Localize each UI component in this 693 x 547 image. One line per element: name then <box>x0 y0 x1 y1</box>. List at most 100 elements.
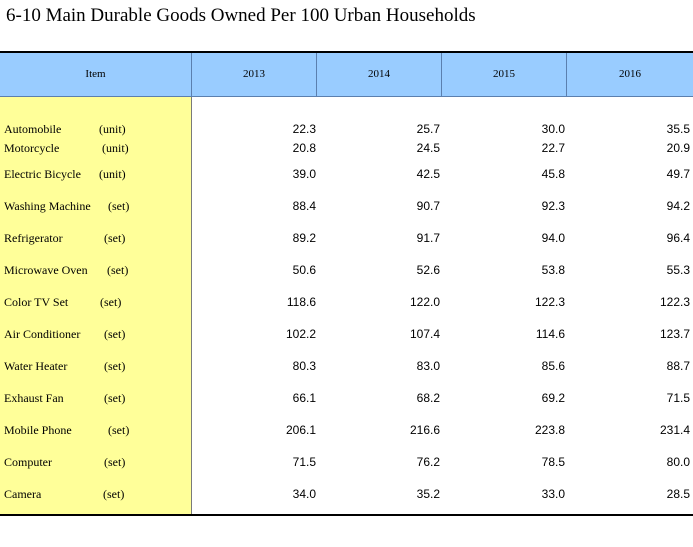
row-name: Washing Machine <box>4 199 91 213</box>
cell-2015: 33.0 <box>541 487 565 501</box>
row-name: Microwave Oven <box>4 263 88 277</box>
row-unit: (set) <box>104 455 126 469</box>
cell-2015: 85.6 <box>541 359 565 373</box>
row-unit: (set) <box>104 231 126 245</box>
cell-2014: 68.2 <box>416 391 440 405</box>
page-title: 6-10 Main Durable Goods Owned Per 100 Ur… <box>6 5 476 26</box>
cell-2015: 92.3 <box>541 199 565 213</box>
cell-2014: 35.2 <box>416 487 440 501</box>
row-unit: (set) <box>104 359 126 373</box>
row-name: Refrigerator <box>4 231 63 245</box>
row-unit: (set) <box>100 295 122 309</box>
cell-2016: 71.5 <box>666 391 690 405</box>
table-row: Mobile Phone (set) 206.1 216.6 223.8 231… <box>0 421 693 439</box>
cell-2013: 88.4 <box>292 199 316 213</box>
cell-2015: 53.8 <box>541 263 565 277</box>
header-year-2015: 2015 <box>442 53 567 96</box>
row-name: Computer <box>4 455 52 469</box>
cell-2013: 39.0 <box>292 167 316 181</box>
row-name: Electric Bicycle <box>4 167 81 181</box>
row-unit: (set) <box>108 423 130 437</box>
cell-2013: 22.3 <box>292 122 316 136</box>
cell-2015: 22.7 <box>541 141 565 155</box>
row-name: Water Heater <box>4 359 68 373</box>
header-year-2013: 2013 <box>192 53 317 96</box>
row-unit: (unit) <box>99 167 126 181</box>
cell-2015: 223.8 <box>534 423 565 437</box>
cell-2015: 94.0 <box>541 231 565 245</box>
table-row: Exhaust Fan (set) 66.1 68.2 69.2 71.5 <box>0 389 693 407</box>
table-row: Camera (set) 34.0 35.2 33.0 28.5 <box>0 485 693 503</box>
cell-2014: 216.6 <box>409 423 440 437</box>
table-row: Washing Machine (set) 88.4 90.7 92.3 94.… <box>0 197 693 215</box>
table-row: Electric Bicycle (unit) 39.0 42.5 45.8 4… <box>0 165 693 183</box>
row-unit: (unit) <box>99 122 126 136</box>
cell-2015: 122.3 <box>534 295 565 309</box>
row-name: Color TV Set <box>4 295 69 309</box>
cell-2015: 78.5 <box>541 455 565 469</box>
cell-2014: 122.0 <box>409 295 440 309</box>
cell-2014: 91.7 <box>416 231 440 245</box>
item-column-background <box>0 97 192 514</box>
cell-2016: 35.5 <box>666 122 690 136</box>
table-row: Refrigerator (set) 89.2 91.7 94.0 96.4 <box>0 229 693 247</box>
cell-2015: 69.2 <box>541 391 565 405</box>
cell-2013: 50.6 <box>292 263 316 277</box>
cell-2013: 118.6 <box>286 295 316 309</box>
table-row: Air Conditioner (set) 102.2 107.4 114.6 … <box>0 325 693 343</box>
table-row: Color TV Set (set) 118.6 122.0 122.3 122… <box>0 293 693 311</box>
cell-2016: 80.0 <box>666 455 690 469</box>
row-name: Motorcycle <box>4 141 60 155</box>
cell-2016: 88.7 <box>666 359 690 373</box>
row-unit: (set) <box>108 199 130 213</box>
cell-2014: 76.2 <box>416 455 440 469</box>
table-top-rule <box>0 51 693 53</box>
table-row: Motorcycle (unit) 20.8 24.5 22.7 20.9 <box>0 139 693 157</box>
cell-2013: 80.3 <box>292 359 316 373</box>
cell-2016: 49.7 <box>666 167 690 181</box>
table-row: Automobile (unit) 22.3 25.7 30.0 35.5 <box>0 120 693 138</box>
cell-2016: 55.3 <box>666 263 690 277</box>
cell-2013: 34.0 <box>292 487 316 501</box>
cell-2015: 114.6 <box>535 327 565 341</box>
cell-2014: 42.5 <box>416 167 440 181</box>
header-divider <box>0 96 693 97</box>
row-unit: (set) <box>104 391 126 405</box>
row-name: Exhaust Fan <box>4 391 64 405</box>
row-unit: (set) <box>104 327 126 341</box>
header-year-2014: 2014 <box>317 53 442 96</box>
cell-2013: 71.5 <box>292 455 316 469</box>
cell-2013: 66.1 <box>292 391 316 405</box>
cell-2015: 30.0 <box>541 122 565 136</box>
cell-2013: 89.2 <box>292 231 316 245</box>
cell-2015: 45.8 <box>541 167 565 181</box>
cell-2016: 20.9 <box>666 141 690 155</box>
row-unit: (set) <box>103 487 125 501</box>
cell-2016: 122.3 <box>659 295 690 309</box>
cell-2016: 231.4 <box>659 423 690 437</box>
cell-2014: 83.0 <box>416 359 440 373</box>
cell-2016: 123.7 <box>659 327 690 341</box>
header-item: Item <box>0 53 192 96</box>
row-unit: (unit) <box>102 141 129 155</box>
table-row: Computer (set) 71.5 76.2 78.5 80.0 <box>0 453 693 471</box>
cell-2016: 94.2 <box>666 199 690 213</box>
header-year-2016: 2016 <box>619 68 641 80</box>
table-body: Automobile (unit) 22.3 25.7 30.0 35.5 Mo… <box>0 97 693 514</box>
cell-2013: 206.1 <box>285 423 316 437</box>
table-header-row: Item 2013 2014 2015 2016 <box>0 53 693 96</box>
cell-2016: 96.4 <box>666 231 690 245</box>
cell-2013: 102.2 <box>285 327 316 341</box>
cell-2014: 90.7 <box>416 199 440 213</box>
cell-2014: 52.6 <box>416 263 440 277</box>
table-row: Water Heater (set) 80.3 83.0 85.6 88.7 <box>0 357 693 375</box>
cell-2016: 28.5 <box>666 487 690 501</box>
cell-2014: 24.5 <box>416 141 440 155</box>
row-unit: (set) <box>107 263 129 277</box>
row-name: Automobile <box>4 122 62 136</box>
row-name: Air Conditioner <box>4 327 81 341</box>
cell-2013: 20.8 <box>292 141 316 155</box>
row-name: Camera <box>4 487 42 501</box>
cell-2014: 107.4 <box>409 327 440 341</box>
table-bottom-rule <box>0 514 693 516</box>
